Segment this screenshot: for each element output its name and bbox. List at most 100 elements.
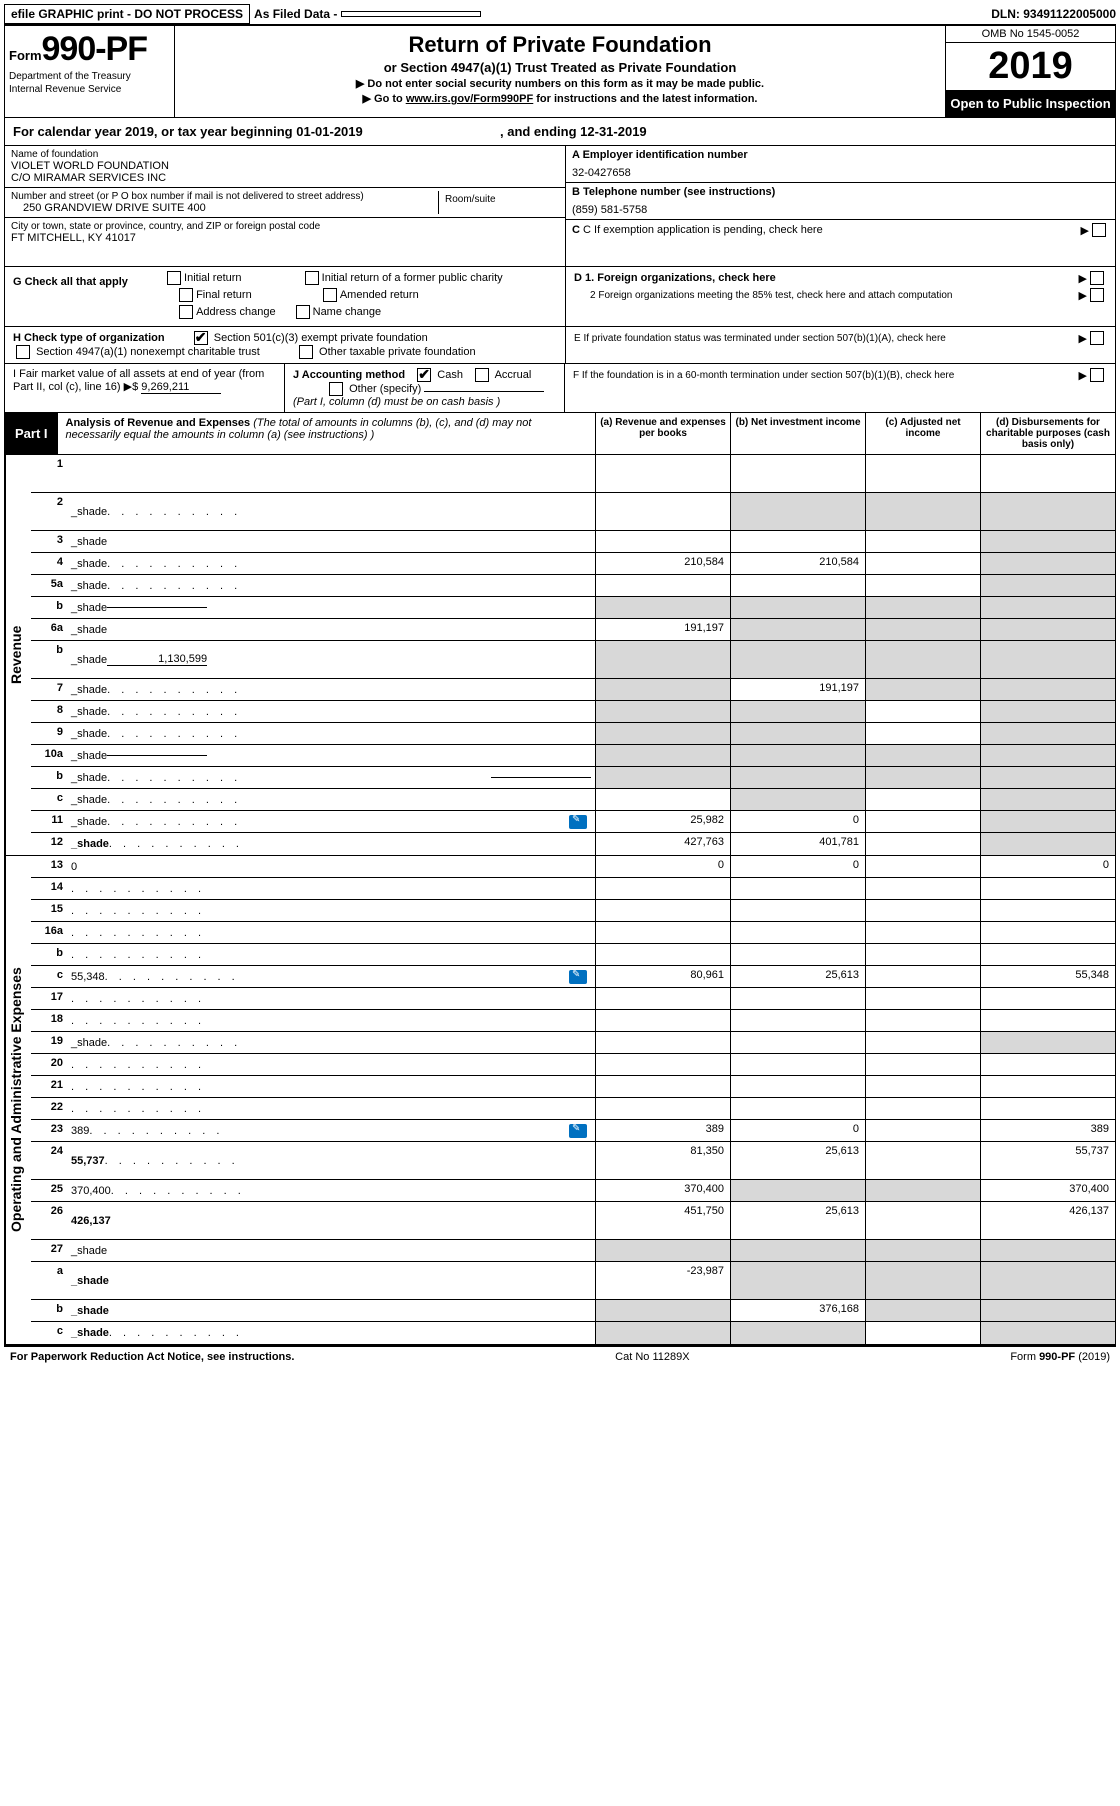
cell <box>980 745 1115 766</box>
j-cash[interactable] <box>417 368 431 382</box>
cell <box>865 1142 980 1179</box>
cell <box>730 922 865 943</box>
cell: 55,737 <box>980 1142 1115 1179</box>
d2-checkbox[interactable] <box>1090 288 1104 302</box>
c-cell: C C If exemption application is pending,… <box>566 220 1115 240</box>
instructions-link[interactable]: www.irs.gov/Form990PF <box>406 93 533 105</box>
cell <box>980 1098 1115 1119</box>
cell <box>980 723 1115 744</box>
cell <box>865 878 980 899</box>
cell <box>980 679 1115 700</box>
cell <box>980 619 1115 640</box>
h-4947[interactable] <box>16 345 30 359</box>
cell <box>595 493 730 530</box>
cell <box>730 1240 865 1261</box>
c-checkbox[interactable] <box>1092 223 1106 237</box>
g-final-return[interactable] <box>179 288 193 302</box>
h-other[interactable] <box>299 345 313 359</box>
g-name-change[interactable] <box>296 305 310 319</box>
cell <box>865 988 980 1009</box>
cell <box>595 745 730 766</box>
j-accrual[interactable] <box>475 368 489 382</box>
cell <box>730 641 865 678</box>
cell <box>730 1322 865 1344</box>
cell: 370,400 <box>980 1180 1115 1201</box>
cell <box>865 1180 980 1201</box>
table-row: 10a _shade <box>31 745 1115 767</box>
g-amended[interactable] <box>323 288 337 302</box>
cell <box>865 833 980 855</box>
cell: 191,197 <box>595 619 730 640</box>
form-title-block: Return of Private Foundation or Section … <box>175 26 945 117</box>
cell: 0 <box>730 856 865 877</box>
cell <box>865 553 980 574</box>
table-row: 13 0 000 <box>31 856 1115 878</box>
table-row: c _shade . . . . . . . . . . <box>31 1322 1115 1344</box>
attach-icon[interactable] <box>569 1124 587 1138</box>
cell <box>980 833 1115 855</box>
cell <box>730 493 865 530</box>
g-initial-former[interactable] <box>305 271 319 285</box>
cell: 25,982 <box>595 811 730 832</box>
cell <box>980 878 1115 899</box>
cell <box>730 1054 865 1075</box>
cell <box>980 701 1115 722</box>
cell: 376,168 <box>730 1300 865 1321</box>
g-address-change[interactable] <box>179 305 193 319</box>
cell <box>865 455 980 492</box>
attach-icon[interactable] <box>569 815 587 829</box>
col-d-header: (d) Disbursements for charitable purpose… <box>980 413 1115 454</box>
cell <box>865 966 980 987</box>
table-row: 18 . . . . . . . . . . <box>31 1010 1115 1032</box>
cell <box>730 1262 865 1299</box>
name-cell: Name of foundation VIOLET WORLD FOUNDATI… <box>5 146 565 188</box>
table-row: b _shade 376,168 <box>31 1300 1115 1322</box>
table-row: 6a _shade 191,197 <box>31 619 1115 641</box>
cell <box>730 575 865 596</box>
cell <box>865 679 980 700</box>
table-row: 1 <box>31 455 1115 493</box>
cell <box>865 575 980 596</box>
cell <box>595 878 730 899</box>
asfiled-box <box>341 11 481 17</box>
cell: 80,961 <box>595 966 730 987</box>
cell <box>730 1180 865 1201</box>
cell: -23,987 <box>595 1262 730 1299</box>
h-block: H Check type of organization Section 501… <box>5 327 565 363</box>
cell <box>595 1098 730 1119</box>
year-block: OMB No 1545-0052 2019 Open to Public Ins… <box>945 26 1115 117</box>
cell <box>595 723 730 744</box>
efile-box: efile GRAPHIC print - DO NOT PROCESS <box>4 4 250 24</box>
table-row: 26 426,137 451,75025,613426,137 <box>31 1202 1115 1240</box>
cell <box>980 811 1115 832</box>
col-a-header: (a) Revenue and expenses per books <box>595 413 730 454</box>
f-checkbox[interactable] <box>1090 368 1104 382</box>
part1-desc: Analysis of Revenue and Expenses (The to… <box>58 413 595 454</box>
cell <box>980 1262 1115 1299</box>
e-checkbox[interactable] <box>1090 331 1104 345</box>
cell <box>980 1322 1115 1344</box>
table-row: 25 370,400 . . . . . . . . . . 370,40037… <box>31 1180 1115 1202</box>
cell <box>595 597 730 618</box>
cell <box>865 1032 980 1053</box>
table-row: 5a _shade . . . . . . . . . . <box>31 575 1115 597</box>
attach-icon[interactable] <box>569 970 587 984</box>
cell <box>980 922 1115 943</box>
table-row: 12 _shade . . . . . . . . . . 427,763401… <box>31 833 1115 855</box>
cell <box>865 767 980 788</box>
cell <box>595 1322 730 1344</box>
h-501c3[interactable] <box>194 331 208 345</box>
cell <box>980 944 1115 965</box>
g-initial-return[interactable] <box>167 271 181 285</box>
table-row: 24 55,737 . . . . . . . . . . 81,35025,6… <box>31 1142 1115 1180</box>
cell: 451,750 <box>595 1202 730 1239</box>
cell: 389 <box>595 1120 730 1141</box>
cell <box>865 619 980 640</box>
table-row: b . . . . . . . . . . <box>31 944 1115 966</box>
j-other[interactable] <box>329 382 343 396</box>
d1-checkbox[interactable] <box>1090 271 1104 285</box>
cell <box>595 900 730 921</box>
i-block: I Fair market value of all assets at end… <box>5 364 285 412</box>
part1-tag: Part I <box>5 413 58 454</box>
cell <box>595 767 730 788</box>
